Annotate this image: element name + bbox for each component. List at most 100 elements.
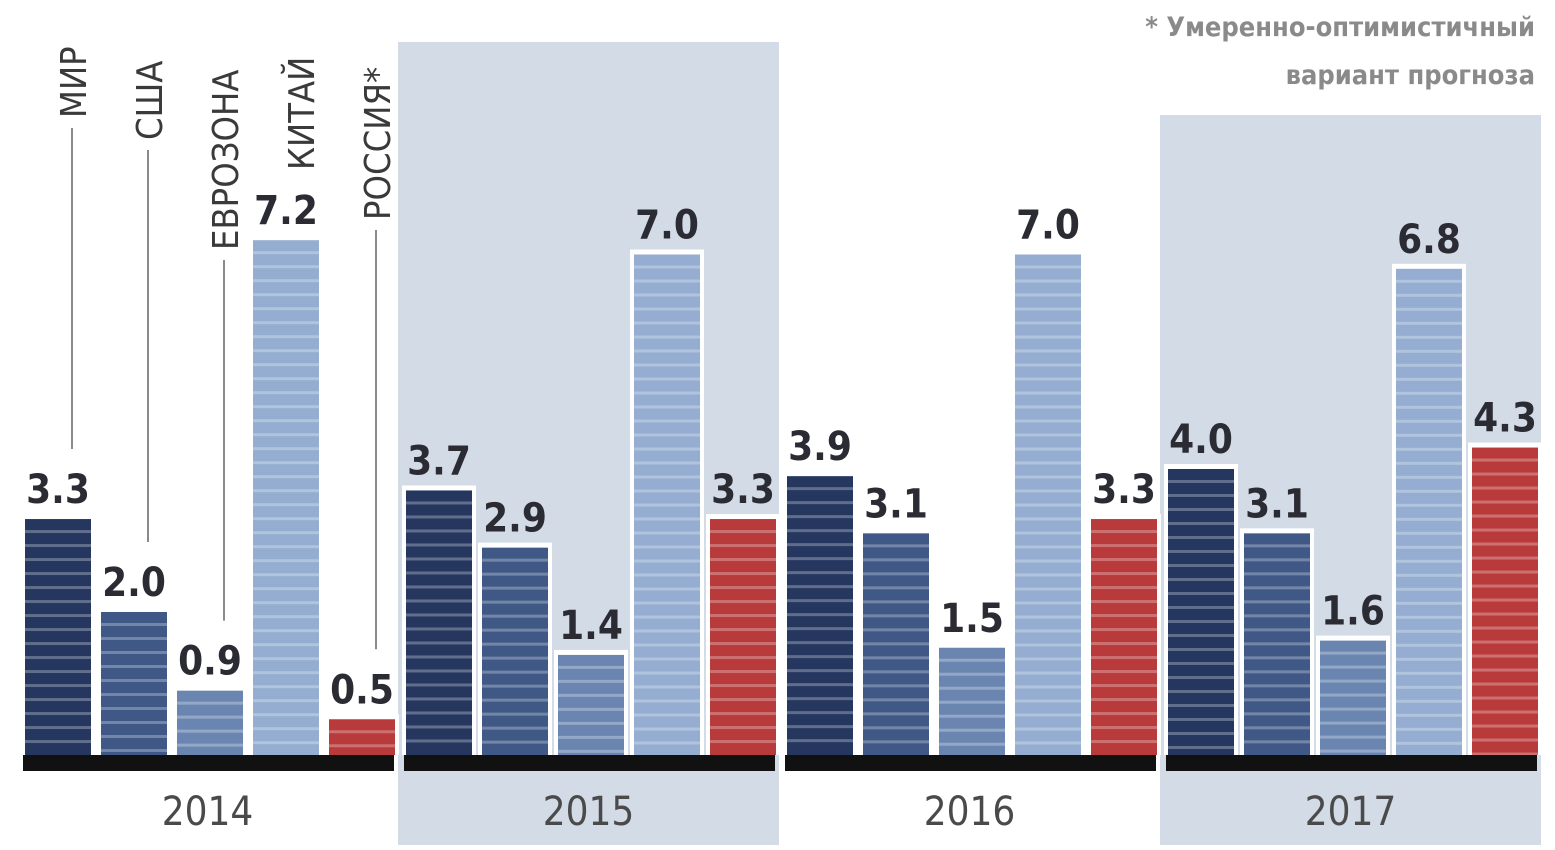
bar-stripe [787, 501, 853, 505]
bar-stripe [1091, 572, 1157, 576]
bar-stripe [634, 461, 700, 465]
bar-stripe [1396, 615, 1462, 619]
bar-stripe [253, 741, 319, 745]
bar-stripe [406, 711, 472, 715]
bar-stripe [1396, 741, 1462, 745]
bar-stripe [1396, 727, 1462, 731]
bar-stripe [1168, 718, 1234, 721]
bar-stripe [253, 671, 319, 675]
bar-stripe [253, 265, 319, 269]
bar-stripe [253, 475, 319, 479]
bar-2014-КИТАЙ [249, 235, 323, 755]
legend-entry-РОССИЯ: РОССИЯ* [358, 67, 399, 650]
bar-stripe [101, 707, 167, 710]
bar-stripe [1015, 643, 1081, 647]
bar-fill [25, 519, 91, 755]
bar-stripe [1472, 514, 1538, 518]
bar-2015-ЕВРОЗОНА [554, 649, 628, 755]
bar-stripe [710, 558, 776, 562]
bar-stripe [787, 599, 853, 603]
legend-label: США [130, 61, 171, 140]
bar-stripe [1015, 433, 1081, 437]
bar-2017-РОССИЯ [1468, 442, 1542, 756]
bar-stripe [253, 335, 319, 339]
bar-stripe [558, 735, 624, 739]
bar-stripe [1015, 615, 1081, 619]
bar-stripe [1396, 335, 1462, 339]
bar-stripe [1396, 363, 1462, 367]
value-label-2014-МИР: 3.3 [26, 467, 90, 513]
bar-stripe [634, 517, 700, 521]
bar-stripe [253, 391, 319, 395]
bar-2017-КИТАЙ [1392, 263, 1466, 755]
bar-stripe [634, 377, 700, 381]
bar-stripe [634, 741, 700, 745]
bar-stripe [406, 627, 472, 631]
bar-stripe [1396, 419, 1462, 423]
bar-stripe [1472, 724, 1538, 728]
bar-stripe [1168, 606, 1234, 609]
bar-stripe [25, 558, 91, 562]
bar-stripe [1091, 544, 1157, 548]
bar-stripe [482, 656, 548, 660]
bar-stripe [1168, 634, 1234, 637]
bar-stripe [1320, 693, 1386, 697]
bar-stripe [634, 629, 700, 633]
bar-stripe [253, 699, 319, 703]
value-label-2014-КИТАЙ: 7.2 [254, 188, 318, 234]
bar-stripe [253, 545, 319, 549]
bar-stripe [634, 279, 700, 283]
value-label-2015-ЕВРОЗОНА: 1.4 [559, 603, 623, 649]
bar-stripe [482, 600, 548, 604]
forecast-note-line-2: вариант прогноза [1286, 60, 1535, 91]
bar-2014-ЕВРОЗОНА [173, 685, 247, 755]
value-label-2017-КИТАЙ: 6.8 [1397, 217, 1461, 263]
bar-fill [329, 719, 395, 755]
bar-stripe [1091, 670, 1157, 674]
bar-stripe [406, 655, 472, 659]
bar-stripe [1396, 349, 1462, 353]
bar-stripe [710, 684, 776, 688]
legend-entry-МИР: МИР [54, 46, 95, 450]
value-label-2015-США: 2.9 [483, 496, 547, 542]
bar-stripe [1091, 586, 1157, 590]
bar-stripe [787, 487, 853, 491]
legend-entry-КИТАЙ: КИТАЙ [281, 57, 323, 170]
bar-stripe [1015, 349, 1081, 353]
bar-stripe [1015, 279, 1081, 283]
bar-stripe [634, 727, 700, 731]
bar-stripe [1396, 433, 1462, 437]
bar-stripe [253, 489, 319, 493]
bar-fill [1015, 254, 1081, 755]
bar-stripe [25, 726, 91, 730]
bar-stripe [1396, 293, 1462, 297]
bar-stripe [1091, 712, 1157, 716]
bar-stripe [558, 693, 624, 697]
bar-stripe [634, 671, 700, 675]
bar-stripe [1015, 685, 1081, 689]
baseline-2015 [404, 755, 775, 771]
bar-2015-США [478, 542, 552, 755]
bar-stripe [1244, 740, 1310, 744]
bar-stripe [863, 656, 929, 660]
bar-fill [939, 647, 1005, 755]
bar-stripe [939, 658, 1005, 662]
bar-stripe [634, 699, 700, 703]
bar-stripe [1015, 391, 1081, 395]
bar-stripe [1396, 657, 1462, 661]
bar-stripe [787, 571, 853, 575]
bar-stripe [1396, 475, 1462, 479]
bar-stripe [558, 749, 624, 753]
bar-stripe [1472, 612, 1538, 616]
value-label-2015-КИТАЙ: 7.0 [635, 203, 699, 249]
bar-stripe [253, 377, 319, 381]
bar-stripe [634, 657, 700, 661]
bar-stripe [482, 572, 548, 576]
bar-stripe [1244, 572, 1310, 576]
year-label-2016: 2016 [924, 789, 1016, 835]
bar-stripe [406, 683, 472, 687]
bar-stripe [1320, 735, 1386, 739]
bar-stripe [634, 433, 700, 437]
bar-stripe [787, 557, 853, 561]
